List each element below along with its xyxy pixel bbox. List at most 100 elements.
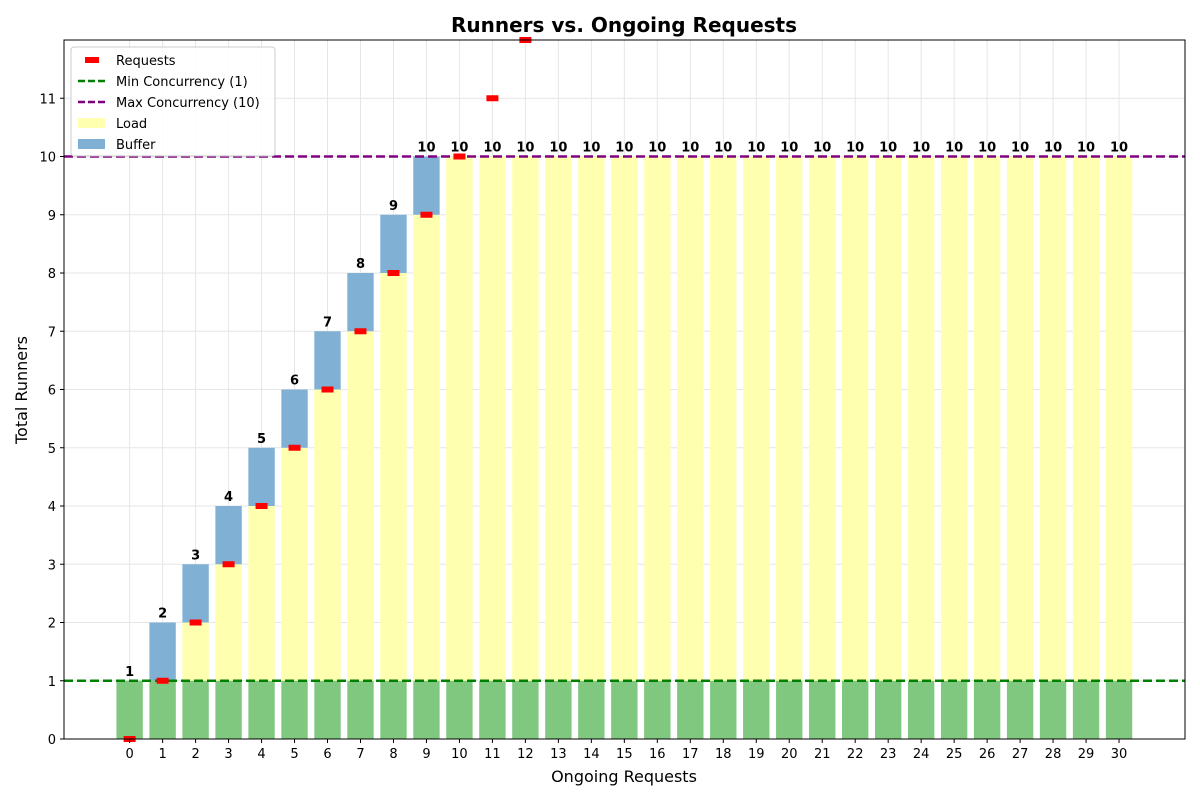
x-tick-label: 20 xyxy=(781,747,798,762)
y-tick-label: 0 xyxy=(48,733,56,748)
bar-base xyxy=(281,680,308,739)
bar-total-label: 10 xyxy=(615,141,633,156)
bar-base xyxy=(1006,680,1034,739)
bar-base xyxy=(809,680,836,739)
bar-total-label: 10 xyxy=(780,141,798,156)
x-axis-ticks: 0 1 2 3 4 5 6 7 8 9 10 11 12 13 14 15 16 17 18 19 20 21 22 23 24… xyxy=(125,739,1127,762)
request-point xyxy=(189,619,202,626)
request-point xyxy=(156,677,169,684)
x-tick-label: 11 xyxy=(484,747,501,762)
bar-total-label: 10 xyxy=(417,141,435,156)
bar-total-label: 10 xyxy=(648,141,666,156)
bar-load xyxy=(940,156,968,681)
legend-buffer-swatch xyxy=(78,139,105,149)
chart-title: Runners vs. Ongoing Requests xyxy=(451,13,797,37)
x-tick-label: 5 xyxy=(290,747,298,762)
bar-load xyxy=(347,331,374,681)
bar-total-label: 10 xyxy=(681,141,699,156)
y-tick-label: 5 xyxy=(48,442,56,457)
bar-total-label: 10 xyxy=(1110,141,1128,156)
bar-load xyxy=(380,273,407,681)
y-tick-label: 4 xyxy=(48,500,56,515)
bar-base xyxy=(1039,680,1067,739)
bar-total-label: 10 xyxy=(516,141,534,156)
bar-total-label: 10 xyxy=(483,141,501,156)
bar-base xyxy=(1072,680,1100,739)
x-tick-label: 16 xyxy=(649,747,666,762)
bar-base xyxy=(149,680,176,739)
bar-load xyxy=(874,156,902,681)
bar-total-label: 10 xyxy=(978,141,996,156)
request-point xyxy=(222,561,235,568)
legend-load-swatch xyxy=(78,118,105,128)
bar-base xyxy=(512,680,539,739)
bar-total-label: 10 xyxy=(1044,141,1062,156)
bar-base xyxy=(611,680,638,739)
bar-load xyxy=(677,156,704,681)
x-tick-label: 13 xyxy=(550,747,567,762)
x-axis-label: Ongoing Requests xyxy=(551,767,697,786)
y-tick-label: 11 xyxy=(39,92,56,107)
y-tick-label: 7 xyxy=(48,325,56,340)
x-tick-label: 23 xyxy=(880,747,897,762)
bar-load xyxy=(446,156,473,681)
bar-total-label: 6 xyxy=(290,374,299,389)
bar-base xyxy=(973,680,1001,739)
bar-total-label: 10 xyxy=(582,141,600,156)
x-tick-label: 17 xyxy=(682,747,699,762)
request-point xyxy=(420,211,433,218)
bar-total-label: 10 xyxy=(450,141,468,156)
x-tick-label: 22 xyxy=(847,747,864,762)
x-tick-label: 6 xyxy=(323,747,331,762)
legend: Requests Min Concurrency (1) Max Concurren… xyxy=(70,46,276,157)
bars-layer xyxy=(116,156,1133,739)
bar-base xyxy=(940,680,968,739)
bar-base xyxy=(842,680,869,739)
bar-buffer xyxy=(380,214,407,273)
legend-requests-marker xyxy=(85,57,99,63)
bar-base xyxy=(116,680,143,739)
legend-box xyxy=(70,46,276,157)
y-tick-label: 9 xyxy=(48,209,56,224)
y-tick-label: 3 xyxy=(48,558,56,573)
x-tick-label: 4 xyxy=(257,747,265,762)
y-tick-label: 1 xyxy=(48,675,56,690)
bar-load xyxy=(907,156,935,681)
x-tick-label: 14 xyxy=(583,747,600,762)
bar-total-label: 10 xyxy=(747,141,765,156)
bar-total-label: 10 xyxy=(879,141,897,156)
bar-buffer xyxy=(182,564,209,623)
x-tick-label: 9 xyxy=(422,747,430,762)
bar-total-label: 10 xyxy=(846,141,864,156)
request-point xyxy=(387,270,400,276)
bar-total-label: 9 xyxy=(389,199,398,214)
bar-buffer xyxy=(347,273,374,332)
bar-load xyxy=(512,156,539,681)
bar-base xyxy=(215,680,242,739)
bar-labels: 1 2 3 4 5 6 7 8 9 10 10 10 10 10 10 10 10 10 10 10 10 10 10 10 1… xyxy=(125,141,1128,680)
x-tick-label: 25 xyxy=(946,747,963,762)
bar-base xyxy=(446,680,473,739)
bar-total-label: 10 xyxy=(714,141,732,156)
bar-base xyxy=(578,680,605,739)
bar-load xyxy=(314,389,341,681)
x-tick-label: 8 xyxy=(389,747,397,762)
bar-base xyxy=(710,680,737,739)
bar-total-label: 10 xyxy=(549,141,567,156)
request-point xyxy=(453,153,466,160)
bar-load xyxy=(578,156,605,681)
bar-load xyxy=(710,156,737,681)
bar-base xyxy=(776,680,803,739)
bar-base xyxy=(413,680,440,739)
bar-load xyxy=(281,447,308,681)
bar-base xyxy=(248,680,275,739)
legend-label: Load xyxy=(116,117,147,132)
bar-load xyxy=(1072,156,1100,681)
y-tick-label: 6 xyxy=(48,384,56,399)
x-tick-label: 12 xyxy=(517,747,534,762)
x-tick-label: 1 xyxy=(158,747,166,762)
bar-total-label: 10 xyxy=(945,141,963,156)
legend-label: Max Concurrency (10) xyxy=(116,96,260,111)
x-tick-label: 24 xyxy=(913,747,930,762)
bar-total-label: 8 xyxy=(356,257,365,272)
